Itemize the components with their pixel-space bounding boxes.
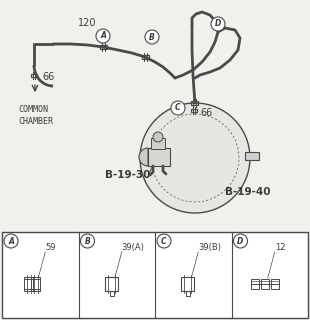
Circle shape — [140, 103, 250, 213]
Circle shape — [153, 132, 163, 142]
Bar — [141, 55, 148, 59]
Text: A: A — [8, 236, 14, 245]
Bar — [251, 279, 259, 289]
Bar — [105, 277, 118, 291]
Circle shape — [157, 234, 171, 248]
Text: D: D — [215, 20, 221, 28]
Text: 59: 59 — [45, 243, 56, 252]
Text: 120: 120 — [78, 18, 96, 28]
Wedge shape — [139, 148, 148, 166]
Circle shape — [145, 30, 159, 44]
Bar — [191, 101, 197, 105]
Text: 39(B): 39(B) — [198, 243, 221, 252]
Bar — [151, 138, 165, 149]
Circle shape — [171, 101, 185, 115]
Circle shape — [4, 234, 18, 248]
Text: D: D — [237, 236, 244, 245]
Text: 66: 66 — [42, 72, 54, 82]
Bar — [181, 277, 194, 291]
Text: A: A — [100, 31, 106, 41]
Text: 39(A): 39(A) — [122, 243, 145, 252]
Bar — [245, 152, 259, 160]
Text: COMMON
CHAMBER: COMMON CHAMBER — [18, 105, 53, 126]
Bar — [31, 74, 37, 76]
Text: B: B — [149, 33, 155, 42]
Bar — [271, 279, 279, 289]
Text: C: C — [161, 236, 167, 245]
Circle shape — [96, 29, 110, 43]
Bar — [2, 232, 308, 318]
Bar — [24, 277, 33, 291]
Bar — [31, 277, 40, 291]
Bar — [100, 45, 107, 49]
Bar — [261, 279, 269, 289]
Circle shape — [211, 17, 225, 31]
Text: B: B — [85, 236, 91, 245]
Text: 66: 66 — [200, 108, 212, 118]
Text: B-19-30: B-19-30 — [105, 170, 150, 180]
Text: C: C — [175, 103, 181, 113]
Text: 12: 12 — [275, 243, 285, 252]
Circle shape — [81, 234, 95, 248]
Text: B-19-40: B-19-40 — [225, 187, 271, 197]
Circle shape — [233, 234, 247, 248]
Bar — [191, 108, 197, 111]
Bar — [148, 148, 170, 166]
